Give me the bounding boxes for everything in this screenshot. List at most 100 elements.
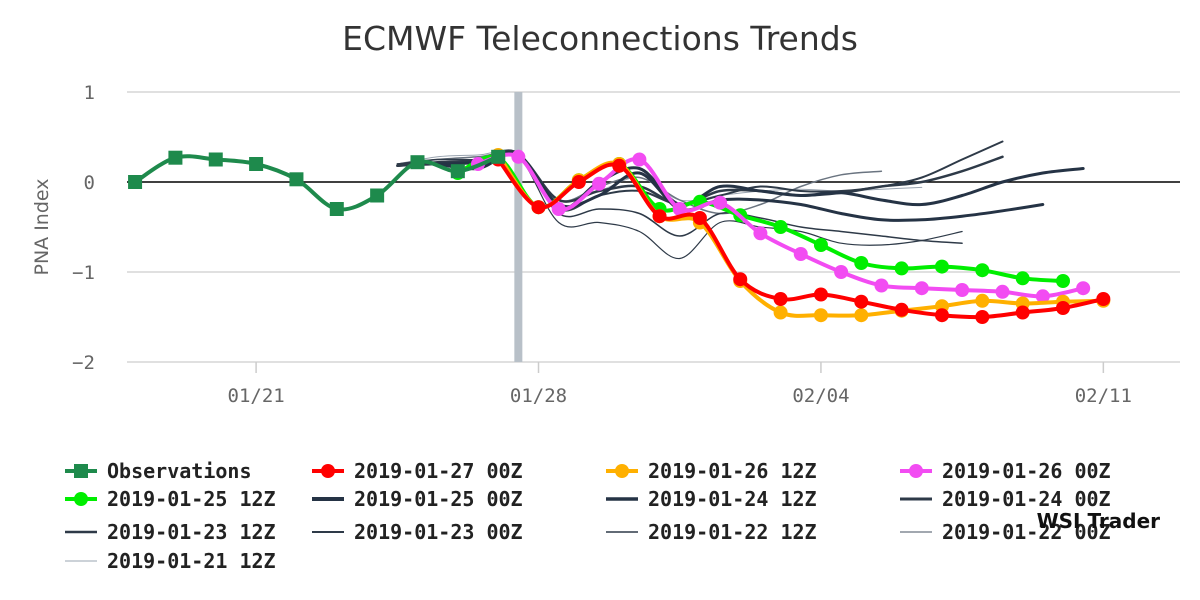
data-point bbox=[128, 175, 143, 189]
data-point bbox=[874, 278, 889, 293]
data-point bbox=[733, 272, 748, 287]
legend-item-2019-01-22-12z: 2019-01-22 12Z bbox=[606, 520, 817, 544]
data-point bbox=[208, 152, 223, 167]
legend-label: Observations bbox=[107, 459, 252, 483]
data-point bbox=[975, 310, 990, 324]
data-point bbox=[1076, 281, 1091, 296]
data-point bbox=[854, 308, 869, 323]
current-date-marker bbox=[514, 92, 523, 362]
data-point bbox=[289, 172, 304, 187]
data-point bbox=[592, 176, 607, 191]
legend-item-2019-01-22-00z: 2019-01-22 00Z bbox=[900, 520, 1111, 544]
y-tick-label: −2 bbox=[72, 352, 95, 374]
legend-label: 2019-01-24 12Z bbox=[648, 487, 817, 511]
data-point bbox=[813, 308, 828, 323]
x-tick-label: 02/04 bbox=[792, 385, 849, 407]
legend-item-2019-01-24-00z: 2019-01-24 00Z bbox=[900, 487, 1111, 511]
legend-label: 2019-01-27 00Z bbox=[354, 459, 523, 483]
x-axis-ticks: 01/21 01/28 02/04 02/11 bbox=[228, 362, 1132, 407]
data-point bbox=[975, 263, 990, 278]
series-line-observations bbox=[133, 154, 501, 212]
series-observations bbox=[128, 149, 506, 216]
data-point bbox=[612, 158, 627, 173]
data-point bbox=[894, 261, 909, 276]
data-point bbox=[1056, 274, 1070, 288]
grid bbox=[127, 91, 1180, 363]
data-point bbox=[168, 150, 183, 165]
x-tick-label: 02/11 bbox=[1075, 385, 1132, 407]
y-tick-label: 0 bbox=[84, 172, 95, 194]
legend-label: 2019-01-22 12Z bbox=[648, 520, 817, 544]
legend-item-2019-01-26-12z: 2019-01-26 12Z bbox=[606, 459, 817, 483]
data-point bbox=[1096, 292, 1111, 306]
series-2019-01-25-12z bbox=[450, 150, 1070, 288]
brand-label: WSI Trader bbox=[1037, 509, 1161, 533]
series-line-2019-01-27-00z bbox=[496, 157, 1106, 320]
data-point bbox=[571, 175, 586, 189]
series-line-2019-01-25-12z bbox=[455, 154, 1065, 283]
data-point bbox=[410, 155, 425, 170]
legend-label: 2019-01-24 00Z bbox=[942, 487, 1111, 511]
data-point bbox=[1056, 301, 1070, 315]
legend-label: 2019-01-25 00Z bbox=[354, 487, 523, 511]
legend-item-2019-01-25-00z: 2019-01-25 00Z bbox=[312, 487, 523, 511]
legend-item-2019-01-26-00z: 2019-01-26 00Z bbox=[900, 459, 1111, 483]
data-point bbox=[1015, 305, 1030, 320]
legend-label: 2019-01-21 12Z bbox=[107, 549, 276, 573]
legend-swatch-marker bbox=[74, 492, 88, 506]
data-point bbox=[632, 152, 647, 167]
data-point bbox=[934, 259, 949, 274]
data-point bbox=[692, 211, 707, 225]
legend: Observations 2019-01-27 00Z 2019-01-26 12Z… bbox=[65, 459, 1111, 573]
legend-label: 2019-01-23 00Z bbox=[354, 520, 523, 544]
data-point bbox=[773, 305, 788, 320]
legend-swatch-marker bbox=[615, 464, 629, 478]
y-tick-label: 1 bbox=[84, 82, 95, 104]
data-point bbox=[773, 220, 788, 234]
data-point bbox=[1015, 271, 1030, 286]
data-point bbox=[854, 256, 869, 270]
data-point bbox=[491, 149, 506, 164]
data-point bbox=[249, 157, 264, 171]
y-axis-ticks: 1 0 −1 −2 bbox=[72, 82, 95, 374]
legend-item-2019-01-25-12z: 2019-01-25 12Z bbox=[65, 487, 276, 511]
data-point bbox=[672, 202, 687, 216]
data-point bbox=[329, 202, 344, 216]
data-point bbox=[975, 293, 990, 308]
legend-swatch-marker bbox=[321, 464, 335, 478]
legend-label: 2019-01-25 12Z bbox=[107, 487, 276, 511]
x-tick-label: 01/28 bbox=[510, 385, 567, 407]
legend-item-2019-01-23-00z: 2019-01-23 00Z bbox=[312, 520, 523, 544]
legend-label: 2019-01-22 00Z bbox=[942, 520, 1111, 544]
data-point bbox=[511, 149, 526, 164]
data-point bbox=[934, 308, 949, 323]
legend-item-2019-01-23-12z: 2019-01-23 12Z bbox=[65, 520, 276, 544]
data-point bbox=[450, 164, 465, 179]
data-point bbox=[773, 292, 788, 306]
data-point bbox=[813, 287, 828, 302]
legend-item-observations: Observations bbox=[65, 459, 252, 483]
data-point bbox=[854, 294, 869, 309]
data-point bbox=[1035, 289, 1050, 304]
y-tick-label: −1 bbox=[72, 262, 95, 284]
data-point bbox=[753, 226, 768, 241]
data-point bbox=[793, 247, 808, 261]
legend-swatch-marker bbox=[74, 464, 88, 478]
data-point bbox=[995, 284, 1010, 299]
data-point bbox=[834, 265, 849, 279]
chart-title: ECMWF Teleconnections Trends bbox=[342, 19, 858, 58]
series-2019-01-22-00z bbox=[396, 151, 883, 215]
series-2019-01-27-00z bbox=[491, 152, 1111, 324]
data-point bbox=[652, 209, 667, 224]
series-line-2019-01-26-00z bbox=[476, 152, 1086, 299]
y-axis-label: PNA Index bbox=[31, 178, 53, 275]
data-point bbox=[955, 283, 970, 297]
legend-item-2019-01-24-12z: 2019-01-24 12Z bbox=[606, 487, 817, 511]
legend-item-2019-01-27-00z: 2019-01-27 00Z bbox=[312, 459, 523, 483]
data-point bbox=[713, 195, 728, 210]
legend-item-2019-01-21-12z: 2019-01-21 12Z bbox=[65, 549, 276, 573]
data-point bbox=[894, 302, 909, 317]
data-point bbox=[551, 202, 566, 216]
series-line-2019-01-22-00z bbox=[396, 151, 883, 215]
